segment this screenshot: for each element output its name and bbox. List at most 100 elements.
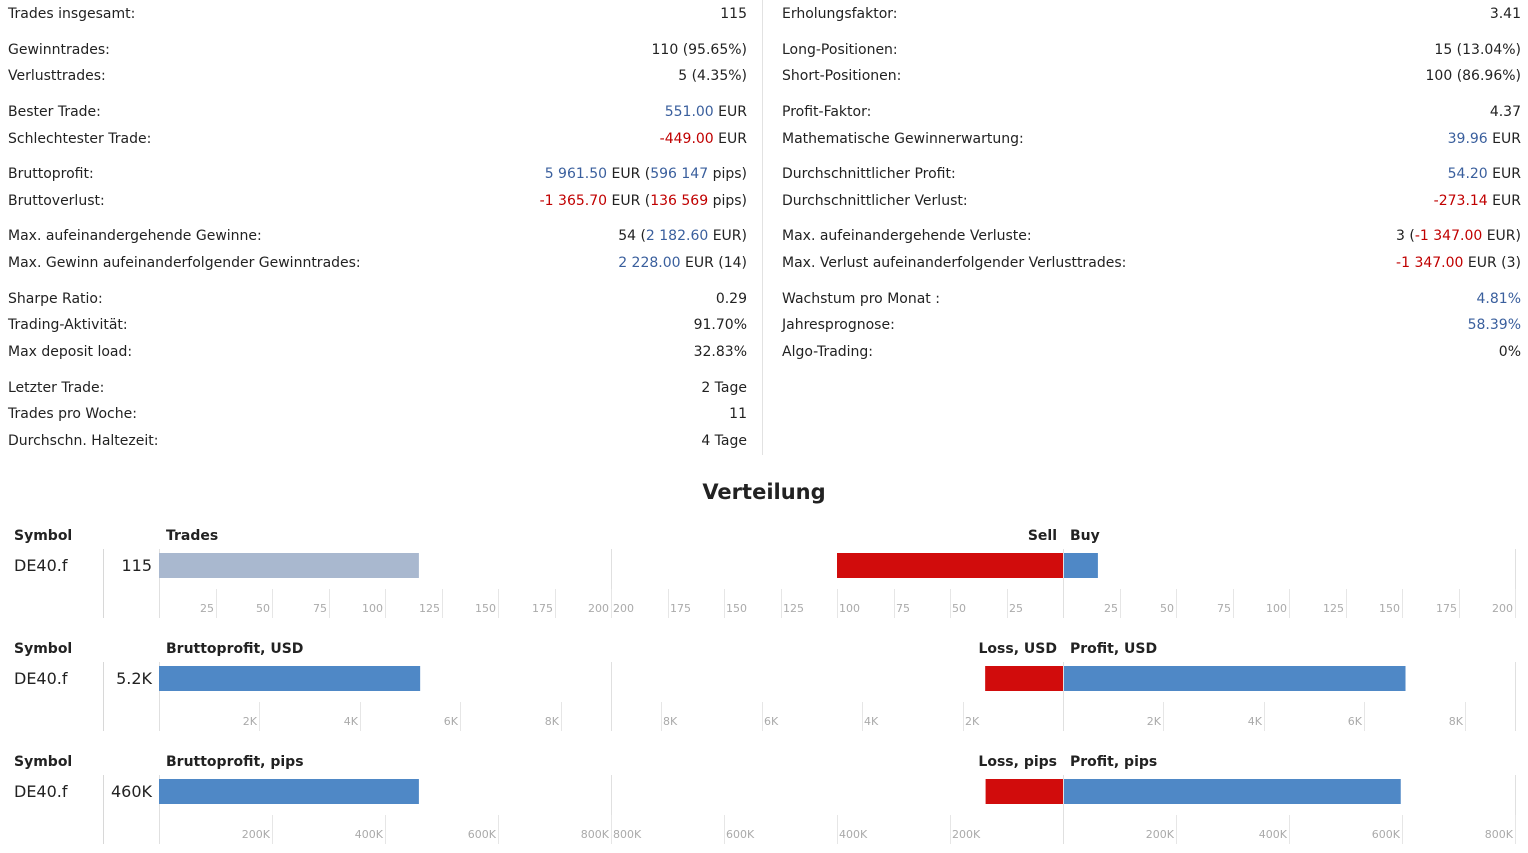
stat-value-part: 115	[720, 6, 747, 22]
left-bar	[159, 779, 419, 804]
stat-value-part: 596 147	[650, 166, 709, 182]
stat-row: Erholungsfaktor: 3.41	[782, 4, 1521, 24]
tick-label: 2K	[965, 715, 980, 728]
stat-value-part: 54 (	[618, 228, 646, 244]
stat-row: Trades pro Woche: 11	[8, 404, 747, 424]
positive-bar	[1064, 779, 1401, 804]
tick-label: 400K	[839, 828, 868, 841]
stat-value-part: 4.37	[1489, 104, 1521, 120]
stat-label: Max deposit load:	[8, 344, 133, 360]
left-chart-header: Bruttoprofit, pips	[166, 754, 304, 770]
tick-label: 600K	[468, 828, 497, 841]
left-bar	[159, 553, 419, 578]
left-bar	[159, 666, 421, 691]
stat-row: Bruttoverlust: -1 365.70 EUR (136 569 pip…	[8, 191, 747, 211]
stat-value-part: EUR (3)	[1463, 255, 1521, 271]
positive-header: Profit, pips	[1070, 754, 1157, 770]
stat-row: Max. Verlust aufeinanderfolgender Verlus…	[782, 253, 1521, 273]
stat-row: Trading-Aktivität: 91.70%	[8, 315, 747, 335]
stat-row: Letzter Trade: 2 Tage	[8, 378, 747, 398]
tick-label: 800K	[581, 828, 610, 841]
stat-value: -273.14 EUR	[1434, 191, 1521, 211]
stat-row: Durchschnittlicher Verlust: -273.14 EUR	[782, 191, 1521, 211]
tick-label: 25	[200, 602, 214, 615]
stat-value: 32.83%	[694, 342, 747, 362]
stat-row: Max deposit load: 32.83%	[8, 342, 747, 362]
tick-label: 6K	[1348, 715, 1363, 728]
stat-row: Durchschn. Haltezeit: 4 Tage	[8, 431, 747, 451]
stat-value: 2 228.00 EUR (14)	[618, 253, 747, 273]
stat-row: Jahresprognose: 58.39%	[782, 315, 1521, 335]
stat-value-part: 2 Tage	[701, 380, 747, 396]
stat-value-part: 110 (95.65%)	[651, 42, 747, 58]
stat-value-part: 5 (4.35%)	[678, 68, 747, 84]
statistics-panel: Trades insgesamt: 115 Gewinntrades: 110 (95…	[8, 0, 1521, 455]
stat-label: Letzter Trade:	[8, 380, 105, 396]
tick-label: 6K	[764, 715, 779, 728]
tick-label: 200K	[242, 828, 271, 841]
tick-label: 75	[1217, 602, 1231, 615]
tick-label: 25	[1104, 602, 1118, 615]
stat-value: -449.00 EUR	[660, 129, 747, 149]
tick-label: 125	[1323, 602, 1344, 615]
stat-value-part: pips)	[708, 193, 747, 209]
positive-bar	[1064, 666, 1406, 691]
tick-label: 4K	[1248, 715, 1263, 728]
stat-value-part: -1 347.00	[1414, 228, 1483, 244]
stat-label: Max. aufeinandergehende Gewinne:	[8, 228, 262, 244]
tick-label: 75	[896, 602, 910, 615]
stat-value: 3.41	[1490, 4, 1521, 24]
tick-label: 2K	[1147, 715, 1162, 728]
stat-value: 39.96 EUR	[1448, 129, 1521, 149]
tick-label: 125	[419, 602, 440, 615]
stat-value-part: EUR	[713, 104, 747, 120]
stat-value-part: 32.83%	[693, 344, 747, 360]
stat-value-part: 58.39%	[1467, 317, 1521, 333]
stat-value-part: 100 (86.96%)	[1425, 68, 1521, 84]
tick-label: 50	[1160, 602, 1174, 615]
tick-label: 800K	[1485, 828, 1514, 841]
stat-label: Sharpe Ratio:	[8, 291, 103, 307]
stat-label: Durchschnittlicher Profit:	[782, 166, 956, 182]
stat-row: Durchschnittlicher Profit: 54.20 EUR	[782, 164, 1521, 184]
tick-label: 25	[1009, 602, 1023, 615]
symbol-name: DE40.f	[14, 669, 68, 688]
stat-label: Short-Positionen:	[782, 68, 902, 84]
tick-label: 150	[1379, 602, 1400, 615]
negative-bar	[837, 553, 1063, 578]
stat-row: Sharpe Ratio: 0.29	[8, 289, 747, 309]
stat-value-part: EUR	[713, 131, 747, 147]
tick-label: 150	[475, 602, 496, 615]
tick-label: 200K	[952, 828, 981, 841]
stat-value-part: 2 228.00	[618, 255, 681, 271]
stat-value-part: 11	[729, 406, 747, 422]
stat-label: Durchschnittlicher Verlust:	[782, 193, 968, 209]
stat-value: 58.39%	[1468, 315, 1521, 335]
tick-label: 200	[613, 602, 634, 615]
stat-label: Trading-Aktivität:	[8, 317, 128, 333]
stat-value: 4 Tage	[701, 431, 747, 451]
stat-row: Verlusttrades: 5 (4.35%)	[8, 66, 747, 86]
stat-value-part: EUR	[1487, 193, 1521, 209]
tick-label: 175	[670, 602, 691, 615]
negative-bar	[985, 779, 1063, 804]
stat-label: Profit-Faktor:	[782, 104, 872, 120]
stat-value: 115	[720, 4, 747, 24]
stat-value-part: 5 961.50	[544, 166, 608, 182]
stat-value-part: 136 569	[650, 193, 709, 209]
stat-row: Long-Positionen: 15 (13.04%)	[782, 40, 1521, 60]
distribution-title: Verteilung	[702, 480, 826, 504]
tick-label: 400K	[355, 828, 384, 841]
tick-label: 600K	[726, 828, 755, 841]
stat-row: Wachstum pro Monat : 4.81%	[782, 289, 1521, 309]
stat-value: 2 Tage	[701, 378, 747, 398]
stat-label: Schlechtester Trade:	[8, 131, 152, 147]
stat-row: Bester Trade: 551.00 EUR	[8, 102, 747, 122]
tick-label: 100	[362, 602, 383, 615]
tick-label: 8K	[1449, 715, 1464, 728]
stat-value-part: -1 365.70	[539, 193, 608, 209]
stat-value-part: 54.20	[1447, 166, 1488, 182]
tick-label: 50	[952, 602, 966, 615]
stat-row: Mathematische Gewinnerwartung: 39.96 EUR	[782, 129, 1521, 149]
